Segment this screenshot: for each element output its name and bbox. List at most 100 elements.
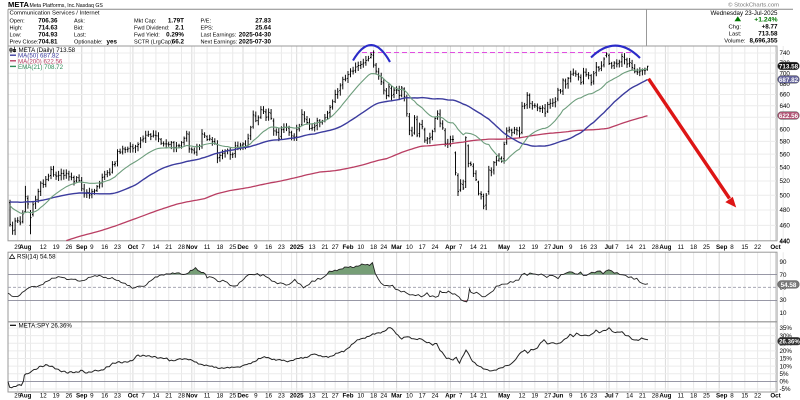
svg-text:7: 7 <box>141 244 145 251</box>
svg-text:23: 23 <box>590 392 597 399</box>
svg-text:714.63: 714.63 <box>38 24 58 31</box>
svg-text:11: 11 <box>678 244 685 251</box>
svg-text:Apr: Apr <box>445 392 456 399</box>
svg-text:66.2: 66.2 <box>172 38 185 45</box>
svg-text:21: 21 <box>480 244 487 251</box>
svg-text:24: 24 <box>432 244 439 251</box>
svg-text:+1.24%: +1.24% <box>754 16 777 23</box>
svg-text:Apr: Apr <box>445 244 456 251</box>
svg-text:17: 17 <box>419 392 426 399</box>
svg-text:15%: 15% <box>780 356 793 363</box>
svg-text:Fwd Dividend:: Fwd Dividend: <box>134 25 170 31</box>
svg-text:16: 16 <box>265 244 272 251</box>
svg-text:EPS:: EPS: <box>201 25 214 31</box>
svg-text:Aug: Aug <box>19 244 31 251</box>
svg-text:560: 560 <box>780 151 791 158</box>
svg-text:660: 660 <box>780 92 791 99</box>
svg-text:12: 12 <box>40 244 47 251</box>
svg-text:740: 740 <box>780 50 791 57</box>
svg-text:26: 26 <box>65 392 72 399</box>
svg-text:28: 28 <box>652 392 659 399</box>
svg-text:Dec: Dec <box>237 392 249 399</box>
svg-text:Oct: Oct <box>770 244 780 251</box>
svg-text:© StockCharts.com: © StockCharts.com <box>728 1 779 8</box>
svg-text:META: META <box>8 0 29 9</box>
svg-text:28: 28 <box>178 392 185 399</box>
svg-text:21: 21 <box>321 392 328 399</box>
svg-text:480: 480 <box>780 207 791 214</box>
svg-text:11: 11 <box>678 392 685 399</box>
svg-text:9: 9 <box>569 244 573 251</box>
svg-text:15: 15 <box>741 392 748 399</box>
svg-text:19: 19 <box>53 392 60 399</box>
svg-text:Sep: Sep <box>76 392 88 399</box>
svg-text:Aug: Aug <box>659 244 671 251</box>
svg-text:9: 9 <box>90 392 94 399</box>
svg-text:Jul: Jul <box>605 392 614 399</box>
svg-text:29: 29 <box>14 244 21 251</box>
svg-text:7: 7 <box>615 244 619 251</box>
svg-text:5%: 5% <box>780 371 789 378</box>
svg-text:Volume:: Volume: <box>724 39 746 45</box>
svg-text:9: 9 <box>90 244 94 251</box>
svg-text:12: 12 <box>519 392 526 399</box>
svg-text:+8.77: +8.77 <box>762 24 778 31</box>
svg-text:8: 8 <box>730 392 734 399</box>
svg-text:Ask:: Ask: <box>74 18 85 24</box>
svg-text:21: 21 <box>639 392 646 399</box>
svg-text:2025-04-30: 2025-04-30 <box>239 31 272 38</box>
svg-text:25: 25 <box>229 244 236 251</box>
svg-text:22: 22 <box>754 392 761 399</box>
svg-text:Sep: Sep <box>716 392 728 399</box>
svg-text:21: 21 <box>165 244 172 251</box>
svg-text:23: 23 <box>278 244 285 251</box>
svg-text:54.58: 54.58 <box>781 282 797 289</box>
svg-text:Dec: Dec <box>237 244 249 251</box>
svg-text:27: 27 <box>544 244 551 251</box>
svg-text:14: 14 <box>152 392 159 399</box>
svg-text:640: 640 <box>780 103 791 110</box>
svg-text:Open:: Open: <box>10 18 26 24</box>
svg-text:2.1: 2.1 <box>175 24 184 31</box>
svg-text:14: 14 <box>626 244 633 251</box>
svg-text:META:SPY 26.36%: META:SPY 26.36% <box>19 323 73 330</box>
svg-text:7: 7 <box>615 392 619 399</box>
svg-text:10: 10 <box>357 244 364 251</box>
svg-text:12: 12 <box>40 392 47 399</box>
svg-text:16: 16 <box>580 392 587 399</box>
svg-text:Sep: Sep <box>76 244 88 251</box>
svg-text:460: 460 <box>780 223 791 230</box>
svg-text:10: 10 <box>357 392 364 399</box>
svg-text:16: 16 <box>101 244 108 251</box>
svg-text:30%: 30% <box>780 333 793 340</box>
svg-text:9: 9 <box>254 392 258 399</box>
svg-text:-5%: -5% <box>780 386 792 393</box>
svg-text:20%: 20% <box>780 348 793 355</box>
svg-text:Mar: Mar <box>391 244 403 251</box>
svg-text:1.79T: 1.79T <box>168 17 184 24</box>
svg-text:27: 27 <box>332 244 339 251</box>
svg-text:Jun: Jun <box>552 392 563 399</box>
svg-text:18: 18 <box>690 392 697 399</box>
svg-text:9: 9 <box>569 392 573 399</box>
svg-text:14: 14 <box>470 392 477 399</box>
svg-text:Last:: Last: <box>729 32 742 38</box>
svg-text:Jun: Jun <box>552 244 563 251</box>
svg-text:13: 13 <box>309 392 316 399</box>
svg-text:14: 14 <box>470 244 477 251</box>
svg-text:8,696,355: 8,696,355 <box>749 38 778 45</box>
svg-text:700: 700 <box>780 70 791 77</box>
svg-text:440: 440 <box>780 238 791 245</box>
svg-text:16: 16 <box>580 244 587 251</box>
svg-text:520: 520 <box>780 178 791 185</box>
svg-text:18: 18 <box>370 392 377 399</box>
svg-text:Wednesday 23-Jul-2025: Wednesday 23-Jul-2025 <box>711 10 779 17</box>
svg-text:21: 21 <box>639 244 646 251</box>
svg-text:540: 540 <box>780 165 791 172</box>
svg-text:EMA(21) 708.72: EMA(21) 708.72 <box>18 64 64 71</box>
svg-text:10%: 10% <box>780 363 793 370</box>
svg-text:Communication Services / Inter: Communication Services / Internet <box>10 11 100 17</box>
svg-text:Chg:: Chg: <box>729 25 742 31</box>
svg-text:18: 18 <box>690 244 697 251</box>
svg-text:Oct: Oct <box>128 244 138 251</box>
